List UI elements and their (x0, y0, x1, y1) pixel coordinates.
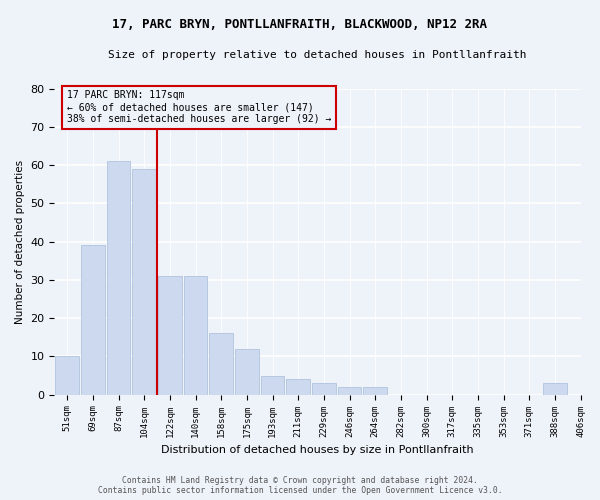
Bar (209, 334, 233, 394)
Bar (364, 387, 387, 394)
Y-axis label: Number of detached properties: Number of detached properties (15, 160, 25, 324)
Bar (235, 349, 259, 395)
Text: 17 PARC BRYN: 117sqm
← 60% of detached houses are smaller (147)
38% of semi-deta: 17 PARC BRYN: 117sqm ← 60% of detached h… (67, 90, 332, 124)
Text: Contains HM Land Registry data © Crown copyright and database right 2024.
Contai: Contains HM Land Registry data © Crown c… (98, 476, 502, 495)
Bar (312, 383, 335, 394)
Bar (286, 380, 310, 394)
Bar (55, 356, 79, 395)
Bar (158, 276, 182, 394)
X-axis label: Distribution of detached houses by size in Pontllanfraith: Distribution of detached houses by size … (161, 445, 474, 455)
Title: Size of property relative to detached houses in Pontllanfraith: Size of property relative to detached ho… (108, 50, 527, 60)
Text: 17, PARC BRYN, PONTLLANFRAITH, BLACKWOOD, NP12 2RA: 17, PARC BRYN, PONTLLANFRAITH, BLACKWOOD… (113, 18, 487, 30)
Bar (81, 246, 105, 394)
Bar (338, 387, 361, 394)
Bar (543, 383, 566, 394)
Bar (107, 162, 130, 394)
Bar (261, 376, 284, 394)
Bar (184, 276, 208, 394)
Bar (133, 169, 156, 394)
